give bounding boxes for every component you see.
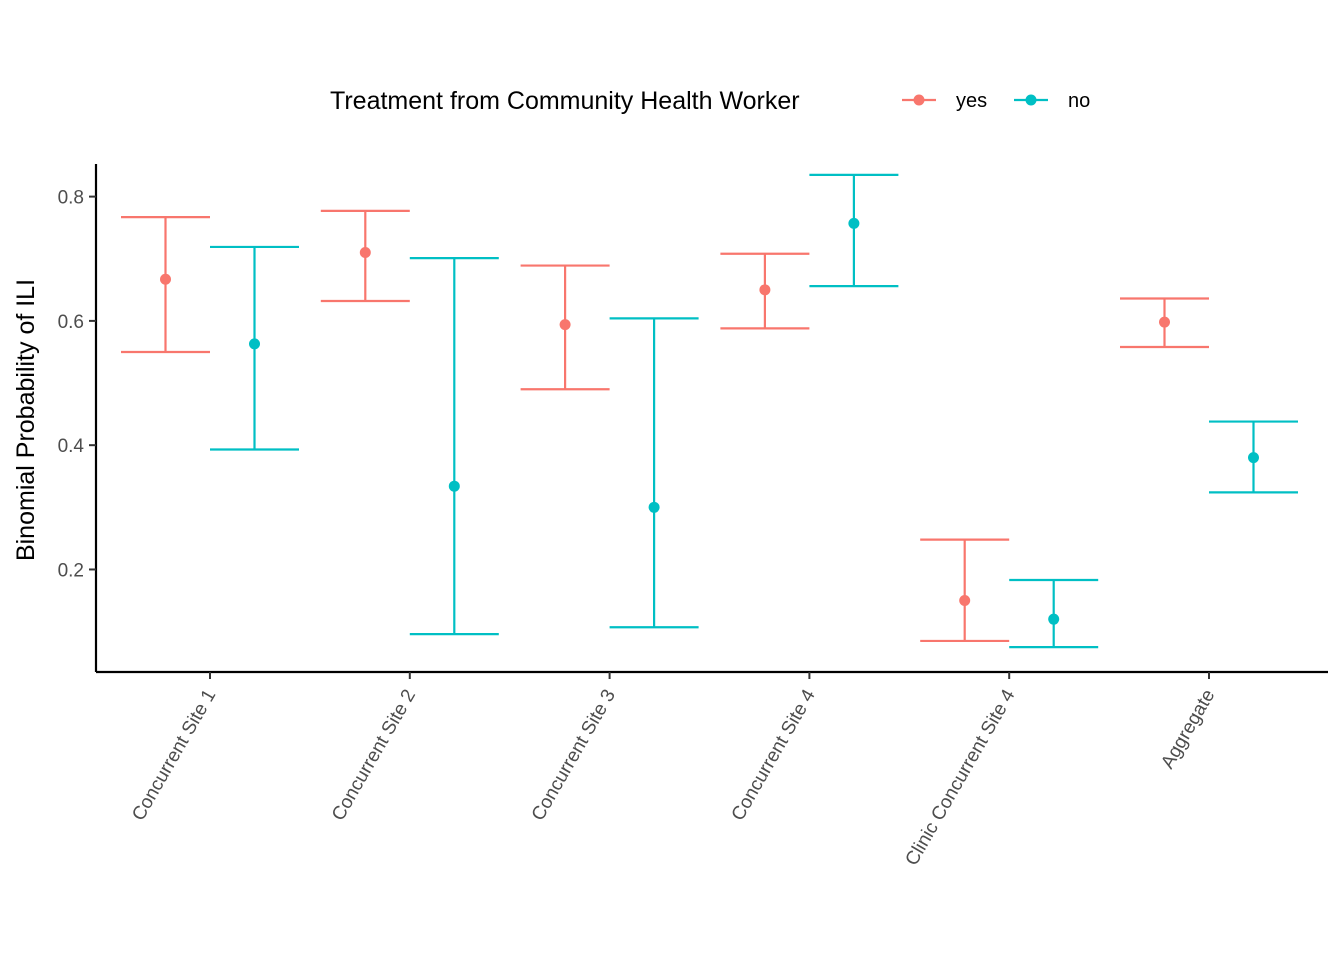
errorbar-no (609, 317, 699, 629)
y-tick-label: 0.6 (58, 312, 84, 333)
point-no (249, 338, 260, 350)
errorbar-yes (920, 538, 1010, 643)
errorbar-yes (320, 209, 410, 303)
legend-label-no: no (1068, 90, 1090, 112)
errorbar-yes (720, 252, 810, 330)
errorbar-yes (121, 216, 210, 354)
point-yes (959, 595, 971, 607)
plot-panel (121, 173, 1298, 649)
x-tick-label: Concurrent Site 4 (728, 686, 820, 825)
errorbar-no (809, 173, 899, 288)
point-yes (1159, 316, 1170, 328)
errorbar-no (1209, 420, 1298, 494)
point-no (448, 480, 460, 492)
point-no (1248, 452, 1259, 464)
point-no (648, 501, 660, 513)
axes: 0.2 0.4 0.6 0.8 Concurrent Site 1 Concurrent … (58, 164, 1328, 869)
point-yes (759, 284, 771, 296)
x-tick-label: Clinic Concurrent Site 4 (902, 686, 1020, 870)
legend-title: Treatment from Community Health Worker (330, 87, 800, 115)
errorbar-no (210, 245, 299, 451)
x-tick-label: Aggregate (1157, 686, 1219, 772)
point-no (1048, 613, 1060, 625)
y-axis-title: Binomial Probability of ILI (12, 279, 40, 561)
x-tick-label: Concurrent Site 3 (528, 686, 620, 825)
errorbar-yes (1120, 297, 1209, 349)
point-no (848, 217, 860, 229)
errorbar-yes (520, 264, 610, 391)
x-tick-label: Concurrent Site 2 (328, 686, 420, 825)
y-tick-label: 0.2 (58, 560, 84, 581)
y-tick-label: 0.4 (58, 436, 85, 457)
legend-key-point (1025, 94, 1037, 106)
legend-key-point (913, 94, 925, 106)
point-yes (559, 319, 571, 331)
errorbar-no (409, 257, 499, 636)
point-yes (160, 273, 171, 285)
y-tick-label: 0.8 (58, 188, 84, 209)
legend-label-yes: yes (956, 90, 987, 112)
legend: Treatment from Community Health Worker y… (330, 87, 1090, 115)
errorbar-no (1009, 578, 1099, 649)
point-yes (359, 247, 371, 259)
x-tick-label: Concurrent Site 1 (128, 686, 220, 825)
